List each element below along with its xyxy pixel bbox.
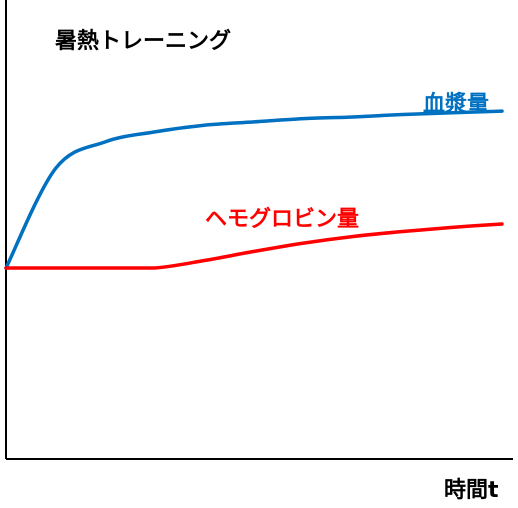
x-axis-label: 時間t (444, 478, 499, 503)
series-label-1: ヘモグロビン量 (205, 206, 359, 232)
series-label-0: 血漿量 (423, 91, 489, 117)
chart-title: 暑熱トレーニング (55, 28, 231, 54)
series-line-1 (4, 222, 504, 270)
series-line-0 (4, 109, 504, 270)
